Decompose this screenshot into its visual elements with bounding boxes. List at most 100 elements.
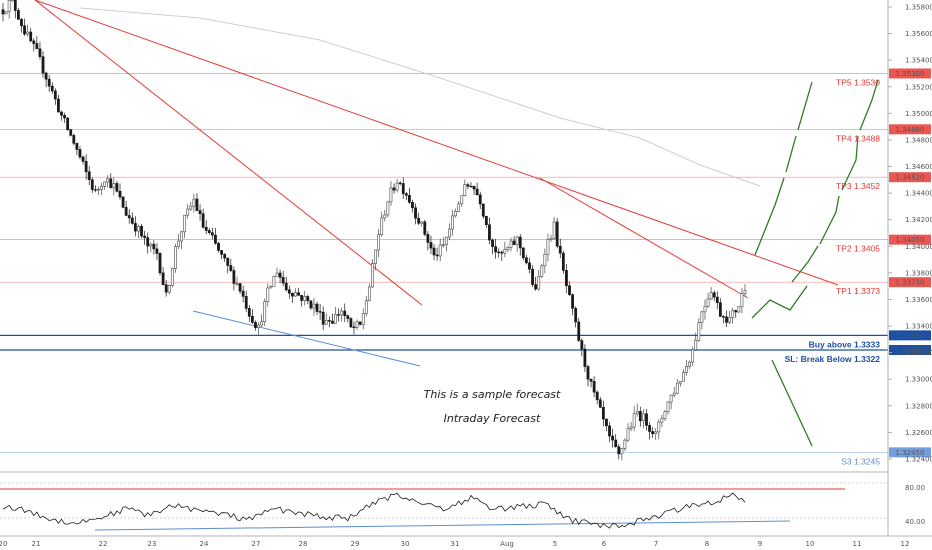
date-tick-label: 30 [401,540,410,548]
candle-body [395,182,399,191]
candle-body [734,310,738,313]
candle-body [565,270,568,287]
level-price-tag-text: 1.34880 [896,126,925,134]
candle-body [617,446,621,455]
candle-body [155,248,159,254]
candle-body [645,413,648,426]
candle-body [210,232,214,236]
level-price-tag [889,330,931,341]
candle-body [106,178,110,183]
candle-body [500,251,504,254]
date-tick-label: 9 [758,540,762,548]
candle-body [355,321,359,328]
price-tick-label: 1.34600 [905,163,932,171]
rsi-pane [0,482,888,531]
date-tick-label: 6 [602,540,607,548]
candle-body [432,247,436,256]
candle-body [269,286,273,289]
level-price-tag [889,277,931,288]
candle-body [371,263,374,288]
candle-body [214,234,217,244]
candle-body [709,292,713,300]
forecast-arrow-tp-top [797,81,813,131]
date-tick-label: 20 [0,540,7,548]
candle-body [420,221,424,224]
price-tick-label: 1.35600 [905,30,932,38]
candle-body [247,308,251,317]
price-tick-label: 1.32800 [905,402,932,410]
candle-body [78,149,82,158]
candle-body [186,208,190,216]
candle-body [435,254,439,257]
candle-body [44,72,48,80]
candle-body [41,56,45,74]
candles-layer [1,0,747,461]
candle-body [232,270,236,284]
candle-body [189,205,193,210]
candle-body [632,413,636,428]
level-price-tag-text: 1.32450 [896,449,925,457]
candle-body [460,195,464,205]
candle-body [38,48,42,57]
candle-body [23,25,26,35]
candle-body [318,311,322,313]
candle-body [521,247,525,259]
candle-body [404,193,408,196]
candle-body [571,294,574,309]
candle-body [457,203,461,212]
level-label: TP3 1.3452 [836,181,880,191]
candle-body [263,301,267,323]
date-tick-label: 7 [654,540,658,548]
candle-body [568,285,571,296]
candle-body [149,243,153,247]
candle-body [503,249,507,254]
candle-body [414,207,417,219]
candle-body [429,242,433,249]
price-tick-label: 1.34800 [905,136,932,144]
candle-body [223,254,227,259]
candle-body [312,303,316,309]
candle-body [469,185,473,188]
candle-body [614,439,618,447]
candle-body [392,187,396,191]
candle-body [669,394,673,403]
level-price-tag-text: 1.34520 [896,174,925,182]
candle-body [10,0,14,1]
candle-body [352,326,356,329]
candle-body [367,286,371,302]
candle-body [174,246,177,269]
candle-body [611,435,615,441]
candle-body [121,196,125,208]
candle-body [75,143,79,150]
candle-body [361,313,365,325]
candle-body [543,253,547,267]
candle-body [192,198,196,207]
forecast-arrow-tp3 [819,195,840,245]
level-price-tag-text: 1.34050 [896,236,925,244]
rsi-tick-label: 80.00 [905,484,925,492]
candle-body [531,268,534,285]
candle-body [626,428,630,441]
candle-body [481,203,485,217]
candle-body [81,156,85,162]
level-price-tag-text: 1.33220 [896,346,925,354]
candle-body [66,117,70,131]
forecast-arrow-tp2 [791,245,819,283]
candle-body [466,184,470,187]
price-tick-label: 1.33400 [905,323,932,331]
candle-body [109,178,113,189]
forecast-arrow-tp5 [859,79,879,131]
date-tick-label: 5 [553,540,557,548]
candle-body [238,283,242,292]
candle-body [201,213,205,228]
candle-body [235,283,239,285]
price-tick-label: 1.35000 [905,110,932,118]
rsi-support-line [94,520,791,531]
sample-forecast-note: This is a sample forecast [424,388,561,401]
candle-body [691,349,695,363]
candle-body [327,320,331,322]
candle-body [657,421,661,433]
candle-body [408,195,411,203]
candle-body [555,221,559,247]
